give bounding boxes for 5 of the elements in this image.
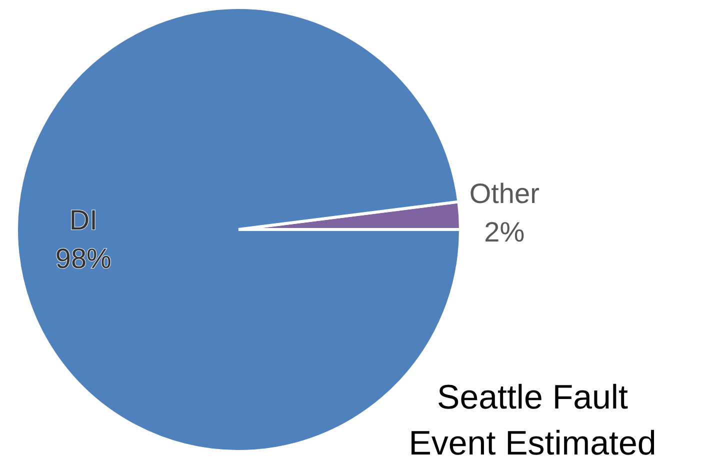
slice-label: Other [469,178,540,209]
data-label: 98% [55,243,112,274]
slice-label: DI [69,204,98,236]
data-label: 2% [484,216,525,248]
text: Seattle Fault Event Estimated [408,378,656,462]
